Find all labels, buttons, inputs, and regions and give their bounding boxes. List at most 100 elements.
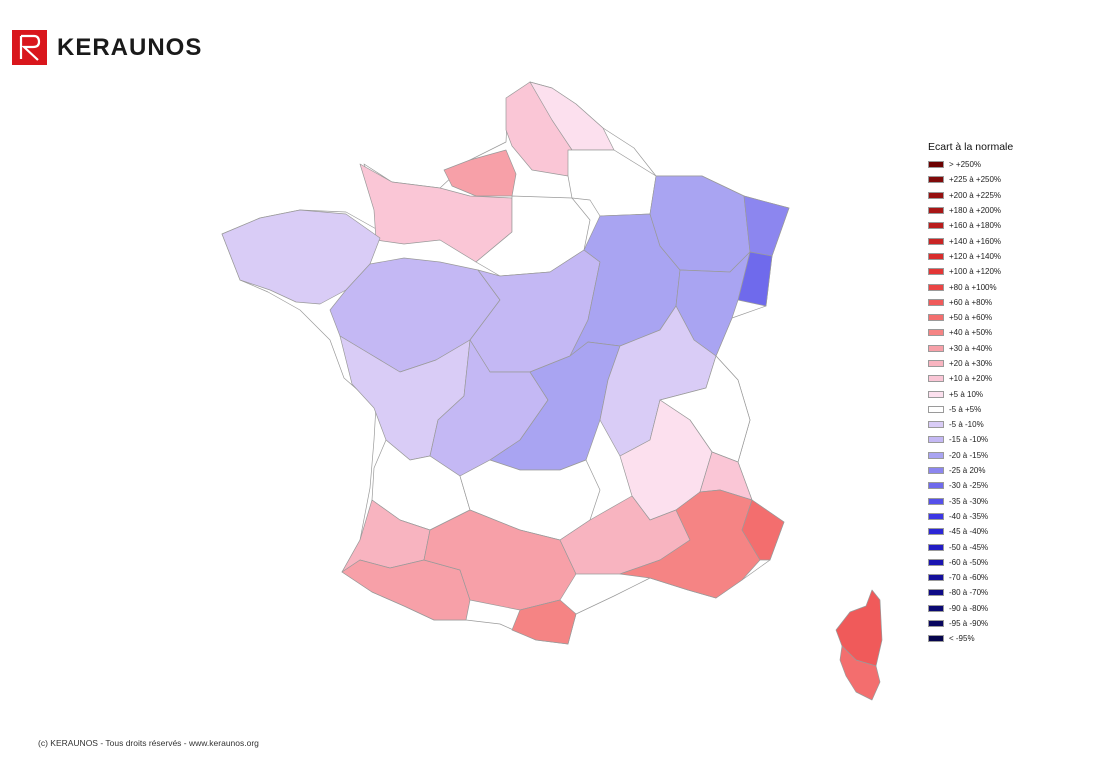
zone-pyrenees-orientales: [511, 599, 577, 645]
legend-label: +40 à +50%: [949, 328, 993, 338]
legend-item: -95 à -90%: [928, 616, 1013, 631]
legend-item: -45 à -40%: [928, 524, 1013, 539]
legend-label: -70 à -60%: [949, 573, 989, 583]
legend-swatch: [928, 482, 944, 490]
legend-label: > +250%: [949, 160, 982, 170]
legend-item: -20 à -15%: [928, 448, 1013, 463]
legend-label: -35 à -30%: [949, 496, 989, 506]
legend-label: -50 à -45%: [949, 542, 989, 552]
legend-swatch: [928, 268, 944, 276]
legend-item: -5 à +5%: [928, 402, 1013, 417]
legend-swatch: [928, 283, 944, 291]
legend-item: +200 à +225%: [928, 188, 1013, 203]
legend-item: +120 à +140%: [928, 249, 1013, 264]
zone-provence: [619, 489, 761, 599]
legend-label: -80 à -70%: [949, 588, 989, 598]
map-legend: Ecart à la normale > +250% +225 à +250% +2…: [928, 141, 1013, 647]
logo-text: KERAUNOS: [57, 33, 203, 61]
legend-label: < -95%: [949, 634, 975, 644]
legend-item: +80 à +100%: [928, 279, 1013, 294]
legend-swatch: [928, 574, 944, 582]
legend-swatch: [928, 207, 944, 215]
legend-label: +5 à 10%: [949, 389, 984, 399]
legend-label: +200 à +225%: [949, 190, 1002, 200]
legend-swatch: [928, 375, 944, 383]
legend-swatch: [928, 497, 944, 505]
legend-label: -90 à -80%: [949, 603, 989, 613]
legend-item: -30 à -25%: [928, 478, 1013, 493]
legend-item: +50 à +60%: [928, 310, 1013, 325]
legend-swatch: [928, 405, 944, 413]
legend-item: -60 à -50%: [928, 555, 1013, 570]
legend-item: +10 à +20%: [928, 371, 1013, 386]
legend-swatch: [928, 161, 944, 169]
legend-label: +20 à +30%: [949, 359, 993, 368]
legend-item: -35 à -30%: [928, 494, 1013, 509]
legend-item: +60 à +80%: [928, 295, 1013, 310]
legend-label: +60 à +80%: [949, 297, 993, 307]
legend-swatch: [928, 360, 944, 367]
legend-label: -15 à -10%: [949, 435, 989, 445]
keraunos-logo: KERAUNOS: [12, 30, 202, 65]
legend-item: > +250%: [928, 157, 1013, 172]
legend-item: -90 à -80%: [928, 601, 1013, 616]
legend-swatch: [928, 237, 944, 245]
legend-swatch: [928, 421, 944, 429]
legend-item: < -95%: [928, 631, 1013, 646]
legend-item: -80 à -70%: [928, 585, 1013, 600]
legend-label: -40 à -35%: [949, 511, 989, 521]
keraunos-logo-mark-icon: [12, 30, 47, 65]
legend-label: +30 à +40%: [949, 343, 993, 353]
legend-item: -70 à -60%: [928, 570, 1013, 585]
legend-label: -95 à -90%: [949, 619, 989, 629]
legend-item: -15 à -10%: [928, 432, 1013, 447]
legend-swatch: [928, 314, 944, 322]
legend-item: +40 à +50%: [928, 325, 1013, 340]
legend-swatch: [928, 512, 944, 520]
legend-item: -50 à -45%: [928, 539, 1013, 554]
legend-swatch: [928, 390, 944, 398]
legend-swatch: [928, 222, 944, 230]
legend-label: -5 à +5%: [949, 404, 982, 414]
zone-pyrenees: [341, 559, 471, 621]
legend-label: +160 à +180%: [949, 221, 1002, 231]
legend-swatch: [928, 298, 944, 306]
legend-title: Ecart à la normale: [928, 141, 1014, 153]
legend-swatch: [928, 558, 944, 566]
legend-item: +30 à +40%: [928, 341, 1013, 356]
legend-swatch: [928, 589, 944, 597]
legend-label: +80 à +100%: [949, 282, 997, 292]
legend-label: +140 à +160%: [949, 236, 1002, 246]
zone-corse-sud: [839, 645, 881, 701]
legend-item: +160 à +180%: [928, 218, 1013, 233]
legend-swatch: [928, 176, 944, 184]
legend-item: +20 à +30%: [928, 356, 1013, 371]
legend-rows: > +250% +225 à +250% +200 à +225% +180 à +2…: [928, 157, 1013, 647]
legend-swatch: [928, 543, 944, 551]
legend-item: -40 à -35%: [928, 509, 1013, 524]
legend-swatch: [928, 436, 944, 444]
legend-swatch: [928, 329, 944, 337]
zone-alpes-maritimes: [741, 499, 785, 561]
legend-item: +140 à +160%: [928, 233, 1013, 248]
legend-label: -60 à -50%: [949, 557, 989, 567]
legend-item: +225 à +250%: [928, 172, 1013, 187]
legend-label: +100 à +120%: [949, 267, 1002, 277]
legend-label: -30 à -25%: [949, 481, 989, 491]
legend-label: +10 à +20%: [949, 374, 993, 384]
legend-label: -25 à 20%: [949, 466, 986, 476]
legend-swatch: [928, 252, 944, 260]
zone-seine-maritime: [443, 149, 517, 197]
legend-swatch: [928, 604, 944, 612]
zone-alsace: [743, 195, 790, 257]
legend-label: +50 à +60%: [949, 313, 993, 323]
copyright-footer: (c) KERAUNOS - Tous droits réservés - ww…: [38, 738, 259, 748]
legend-item: +5 à 10%: [928, 386, 1013, 401]
legend-swatch: [928, 528, 944, 536]
legend-item: -5 à -10%: [928, 417, 1013, 432]
legend-swatch: [928, 620, 944, 628]
legend-item: -25 à 20%: [928, 463, 1013, 478]
legend-label: -45 à -40%: [949, 527, 989, 537]
legend-item: +180 à +200%: [928, 203, 1013, 218]
